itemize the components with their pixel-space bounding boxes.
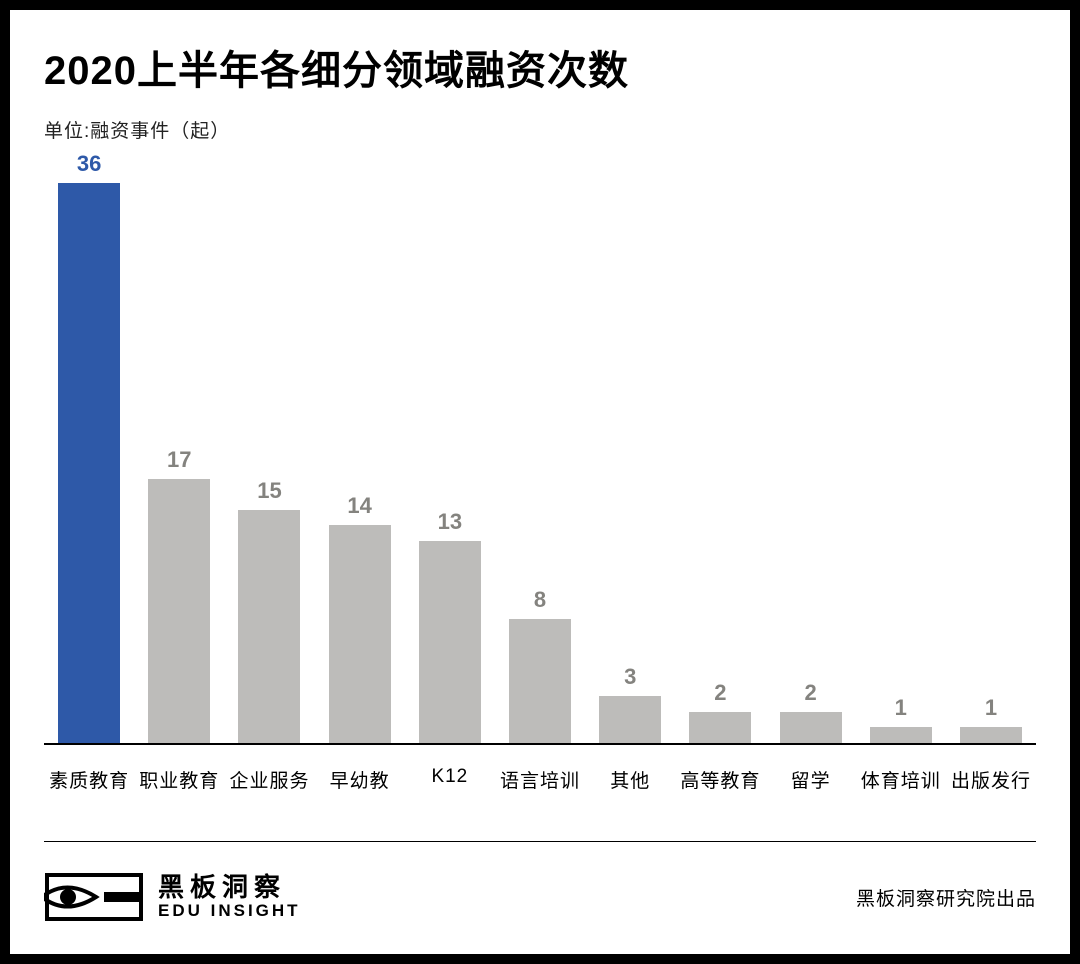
bar-wrap: 13 — [405, 509, 495, 743]
x-axis-label: 企业服务 — [224, 766, 314, 793]
bar-value-label: 1 — [985, 695, 997, 721]
x-axis-label: 语言培训 — [495, 766, 585, 793]
x-axis-label: 出版发行 — [946, 766, 1036, 793]
bar-value-label: 13 — [438, 509, 462, 535]
bar — [599, 696, 661, 743]
x-axis-line — [44, 743, 1036, 745]
bar — [419, 541, 481, 743]
x-axis-label: K12 — [405, 766, 495, 793]
x-axis-label: 其他 — [585, 766, 675, 793]
logo-block: 黑板洞察 EDU INSIGHT — [44, 872, 301, 922]
logo-text: 黑板洞察 EDU INSIGHT — [158, 873, 301, 920]
bar-value-label: 2 — [714, 680, 726, 706]
x-labels-row: 素质教育职业教育企业服务早幼教K12语言培训其他高等教育留学体育培训出版发行 — [44, 766, 1036, 793]
x-axis-label: 素质教育 — [44, 766, 134, 793]
bar-wrap: 15 — [224, 478, 314, 743]
x-axis-label: 留学 — [766, 766, 856, 793]
bar-value-label: 8 — [534, 587, 546, 613]
bar — [689, 712, 751, 743]
bar-value-label: 15 — [257, 478, 281, 504]
bar-wrap: 1 — [856, 695, 946, 743]
footer-divider — [44, 841, 1036, 843]
bar-value-label: 1 — [895, 695, 907, 721]
x-axis-label: 体育培训 — [856, 766, 946, 793]
bar — [58, 183, 120, 743]
edu-insight-logo-icon — [44, 872, 144, 922]
bar-value-label: 2 — [804, 680, 816, 706]
attribution-text: 黑板洞察研究院出品 — [856, 884, 1036, 911]
bar — [780, 712, 842, 743]
chart-frame: 2020上半年各细分领域融资次数 单位:融资事件（起） 361715141383… — [0, 0, 1080, 964]
chart-title: 2020上半年各细分领域融资次数 — [44, 38, 1036, 96]
logo-cn-text: 黑板洞察 — [158, 873, 301, 902]
bars-container: 3617151413832211 — [44, 183, 1036, 743]
unit-label: 单位:融资事件（起） — [44, 116, 1036, 143]
footer: 黑板洞察 EDU INSIGHT 黑板洞察研究院出品 — [44, 862, 1036, 932]
content-area: 2020上半年各细分领域融资次数 单位:融资事件（起） 361715141383… — [10, 10, 1070, 954]
bar-wrap: 2 — [675, 680, 765, 743]
bar-wrap: 8 — [495, 587, 585, 743]
x-axis-label: 早幼教 — [315, 766, 405, 793]
bar — [509, 619, 571, 743]
bar — [960, 727, 1022, 743]
bar-wrap: 36 — [44, 151, 134, 743]
bar — [148, 479, 210, 743]
bar-value-label: 36 — [77, 151, 101, 177]
bar — [870, 727, 932, 743]
bar-wrap: 14 — [315, 493, 405, 743]
bar-wrap: 2 — [766, 680, 856, 743]
bar-wrap: 3 — [585, 664, 675, 743]
bar — [329, 525, 391, 743]
bar-chart: 36 17 15 14 13 8 3 2 2 1 1 素质教育职业教育企业服务早幼教K12语言培训其… — [44, 153, 1036, 793]
bar-value-label: 14 — [347, 493, 371, 519]
x-axis-label: 高等教育 — [675, 766, 765, 793]
logo-en-text: EDU INSIGHT — [158, 902, 301, 921]
bar-value-label: 3 — [624, 664, 636, 690]
bar-wrap: 17 — [134, 447, 224, 743]
bar — [238, 510, 300, 743]
x-axis-label: 职业教育 — [134, 766, 224, 793]
bar-value-label: 17 — [167, 447, 191, 473]
bar-wrap: 1 — [946, 695, 1036, 743]
